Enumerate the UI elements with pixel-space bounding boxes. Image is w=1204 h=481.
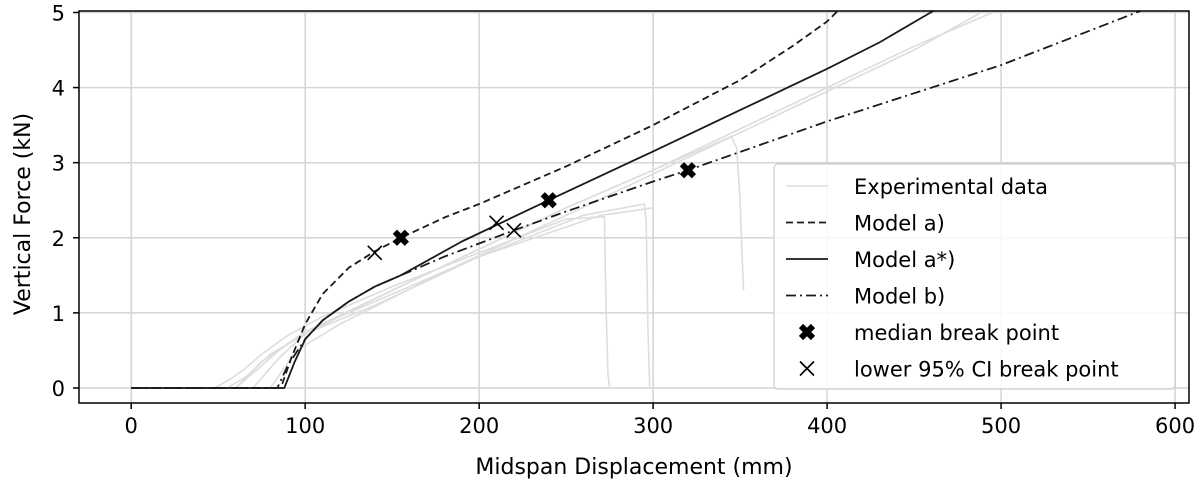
legend-label: median break point xyxy=(854,321,1059,345)
median-break-point-marker xyxy=(540,192,557,209)
x-tick-label: 600 xyxy=(1155,414,1195,438)
y-tick-label: 0 xyxy=(52,377,65,401)
ci-break-point-marker xyxy=(488,215,505,231)
series-model-a xyxy=(131,10,839,389)
y-tick-label: 5 xyxy=(52,2,65,26)
x-tick-label: 200 xyxy=(459,414,499,438)
x-tick-label: 500 xyxy=(981,414,1021,438)
legend-label: Model b) xyxy=(854,285,945,309)
y-tick-label: 2 xyxy=(52,227,65,251)
y-tick-label: 4 xyxy=(52,77,65,101)
series-experimental-1 xyxy=(131,203,651,389)
legend-swatch-median-break-point xyxy=(798,323,816,341)
marker-layer xyxy=(367,162,697,261)
x-tick-label: 300 xyxy=(633,414,673,438)
median-break-point-marker xyxy=(679,162,697,179)
legend: Experimental data Model a) Model a*) Model … xyxy=(773,163,1176,390)
y-tick-label: 1 xyxy=(52,302,65,326)
legend-label: Experimental data xyxy=(854,175,1048,199)
legend-swatch-ci-break-point xyxy=(799,360,815,377)
y-axis-label: Vertical Force (kN) xyxy=(11,113,36,315)
ci-break-point-marker xyxy=(506,222,522,238)
x-tick-label: 0 xyxy=(125,414,138,438)
median-break-point-marker xyxy=(392,229,409,246)
axes-layer: 0 100 200 300 400 500 600 0 1 2 3 4 5 xyxy=(52,2,1196,438)
legend-label: lower 95% CI break point xyxy=(854,358,1119,382)
x-tick-label: 400 xyxy=(807,414,847,438)
x-tick-label: 100 xyxy=(285,414,325,438)
y-tick-label: 3 xyxy=(52,152,65,176)
series-experimental-data xyxy=(131,216,611,389)
ci-break-point-marker xyxy=(367,245,383,261)
legend-box xyxy=(773,163,1176,390)
series-experimental-4 xyxy=(131,10,997,389)
plot-frame xyxy=(78,10,1190,404)
series-experimental-5 xyxy=(131,10,985,389)
legend-label: Model a*) xyxy=(854,248,955,272)
series-model-b xyxy=(131,10,1141,389)
series-layer xyxy=(131,10,1141,389)
x-axis-label: Midspan Displacement (mm) xyxy=(475,455,792,480)
series-model-a xyxy=(131,10,934,389)
legend-label: Model a) xyxy=(854,212,945,236)
